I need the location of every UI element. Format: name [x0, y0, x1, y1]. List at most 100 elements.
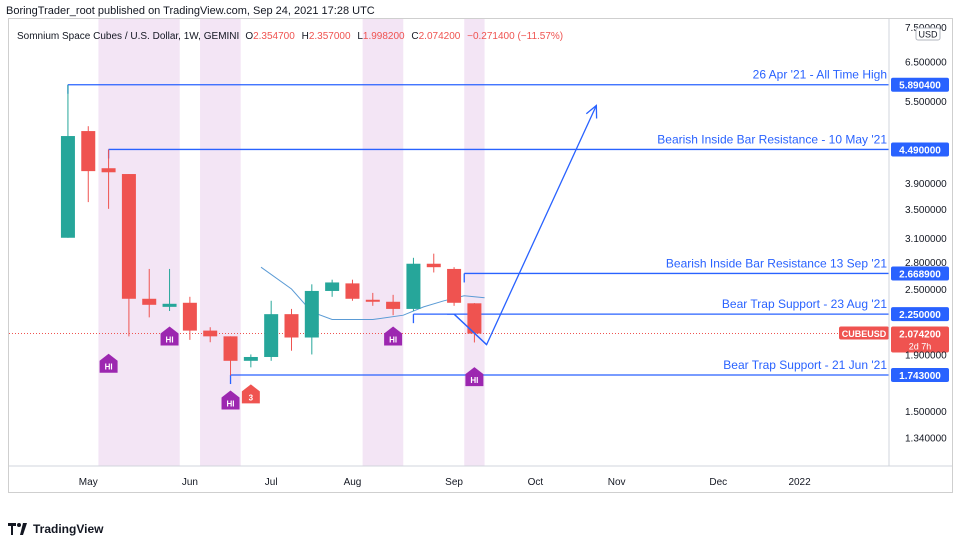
time-tick-label: Aug [344, 477, 362, 488]
price-tick-label: 2.800000 [905, 258, 947, 269]
count-marker[interactable]: 3 [241, 384, 260, 404]
hi-marker[interactable]: HI [221, 390, 240, 410]
price-tick-label: 5.500000 [905, 97, 947, 108]
level-lines: 26 Apr '21 - All Time High 5.890400 Bearis… [9, 68, 949, 385]
level-price-tag-label: 2.668900 [899, 269, 941, 280]
c-value: 2.074200 [419, 31, 461, 42]
candle[interactable] [345, 279, 360, 301]
candle-body [243, 356, 258, 361]
h-label: H [302, 31, 309, 42]
candle[interactable] [81, 126, 96, 203]
symbol-name: Somnium Space Cubes / U.S. Dollar, 1W, G… [17, 31, 239, 42]
candle-body [406, 263, 421, 309]
marker-shape [465, 367, 484, 387]
candle-body [182, 302, 197, 331]
l-label: L [357, 31, 363, 42]
price-tick-label: 1.900000 [905, 350, 947, 361]
candle[interactable] [142, 268, 157, 318]
level-price-tag-label: 1.743000 [899, 371, 941, 382]
time-tick-label: Nov [608, 477, 626, 488]
candle[interactable] [121, 174, 136, 337]
footer-brand[interactable]: TradingView [8, 522, 103, 536]
level-price-tag-label: 5.890400 [899, 81, 941, 92]
symbol-legend: Somnium Space Cubes / U.S. Dollar, 1W, G… [17, 31, 563, 42]
candle[interactable] [223, 336, 238, 376]
candle-body [345, 283, 360, 299]
marker-label: HI [227, 399, 235, 408]
marker-label: HI [166, 336, 174, 345]
level-price-tag [891, 77, 949, 92]
candle-body [386, 301, 401, 309]
candle-body [467, 303, 482, 334]
candle[interactable] [426, 253, 441, 273]
footer-brand-label: TradingView [33, 522, 104, 536]
candle[interactable] [467, 303, 482, 343]
candle[interactable] [386, 294, 401, 316]
current-price-tag-label: 2.074200 [899, 330, 941, 341]
symbol-tag [839, 326, 889, 340]
candle-body [142, 298, 157, 305]
level-price-tag [891, 142, 949, 157]
h-value: 2.357000 [309, 31, 351, 42]
projection-start [447, 313, 488, 346]
time-tick-label: Oct [528, 477, 544, 488]
level-price-tag [891, 266, 949, 281]
l-value: 1.998200 [363, 31, 405, 42]
change-value: −0.271400 (−11.57%) [467, 31, 563, 42]
candle-body [203, 330, 218, 337]
candle[interactable] [447, 267, 462, 306]
candle[interactable] [284, 308, 299, 351]
shaded-zones [98, 19, 485, 466]
candle-body [81, 131, 96, 172]
level-line-label: 26 Apr '21 - All Time High [753, 68, 887, 82]
candle-body [101, 168, 116, 173]
candle[interactable] [203, 327, 218, 343]
ohlc-values: O2.354700 H2.357000 L1.998200 C2.074200 … [245, 31, 563, 42]
candle[interactable] [101, 149, 116, 209]
price-tick-label: 3.500000 [905, 205, 947, 216]
candle-body [162, 303, 177, 307]
symbol-tag-label: CUBEUSD [842, 329, 887, 339]
currency-badge[interactable] [915, 27, 941, 41]
candles [60, 84, 482, 376]
hi-marker[interactable]: HI [465, 367, 484, 387]
shaded-zone [200, 19, 241, 466]
candle-body [264, 314, 279, 357]
candle[interactable] [365, 292, 380, 306]
markers: HI HI HI 3 HI HI [99, 326, 484, 410]
current-price-tag [891, 326, 949, 353]
countdown-label: 2d 7h [909, 342, 932, 352]
marker-label: HI [389, 336, 397, 345]
hi-marker[interactable]: HI [384, 326, 403, 346]
time-tick-label: 2022 [788, 477, 811, 488]
candle-body [60, 136, 75, 238]
price-tick-label: 1.340000 [905, 434, 947, 445]
candle[interactable] [162, 268, 177, 311]
candle[interactable] [182, 296, 197, 340]
time-axis: May Jun Jul Aug Sep Oct Nov Dec 2022 [9, 465, 952, 488]
currency-badge-label: USD [918, 30, 938, 40]
projection-arrowhead [585, 104, 598, 119]
time-tick-label: May [79, 477, 98, 488]
time-tick-label: Sep [445, 477, 463, 488]
candle[interactable] [243, 354, 258, 368]
hi-marker[interactable]: HI [99, 353, 118, 373]
time-tick-label: Jun [182, 477, 198, 488]
marker-shape [221, 390, 240, 410]
candle[interactable] [406, 257, 421, 311]
candle[interactable] [325, 279, 340, 297]
price-tick-label: 3.900000 [905, 179, 947, 190]
candle-body [365, 299, 380, 302]
level-line-label: Bearish Inside Bar Resistance - 10 May '… [657, 132, 887, 146]
price-axis: 7.5000006.5000005.5000003.9000003.500000… [888, 19, 947, 466]
level-price-tag [891, 368, 949, 383]
candle[interactable] [304, 284, 319, 355]
candle[interactable] [264, 300, 279, 361]
level-price-tag-label: 2.250000 [899, 310, 941, 321]
marker-label: 3 [249, 393, 254, 402]
candle-body [284, 314, 299, 338]
level-price-tag [891, 307, 949, 322]
candle[interactable] [60, 84, 75, 238]
price-chart[interactable]: 26 Apr '21 - All Time High 5.890400 Bearis… [9, 19, 952, 492]
hi-marker[interactable]: HI [160, 326, 179, 346]
